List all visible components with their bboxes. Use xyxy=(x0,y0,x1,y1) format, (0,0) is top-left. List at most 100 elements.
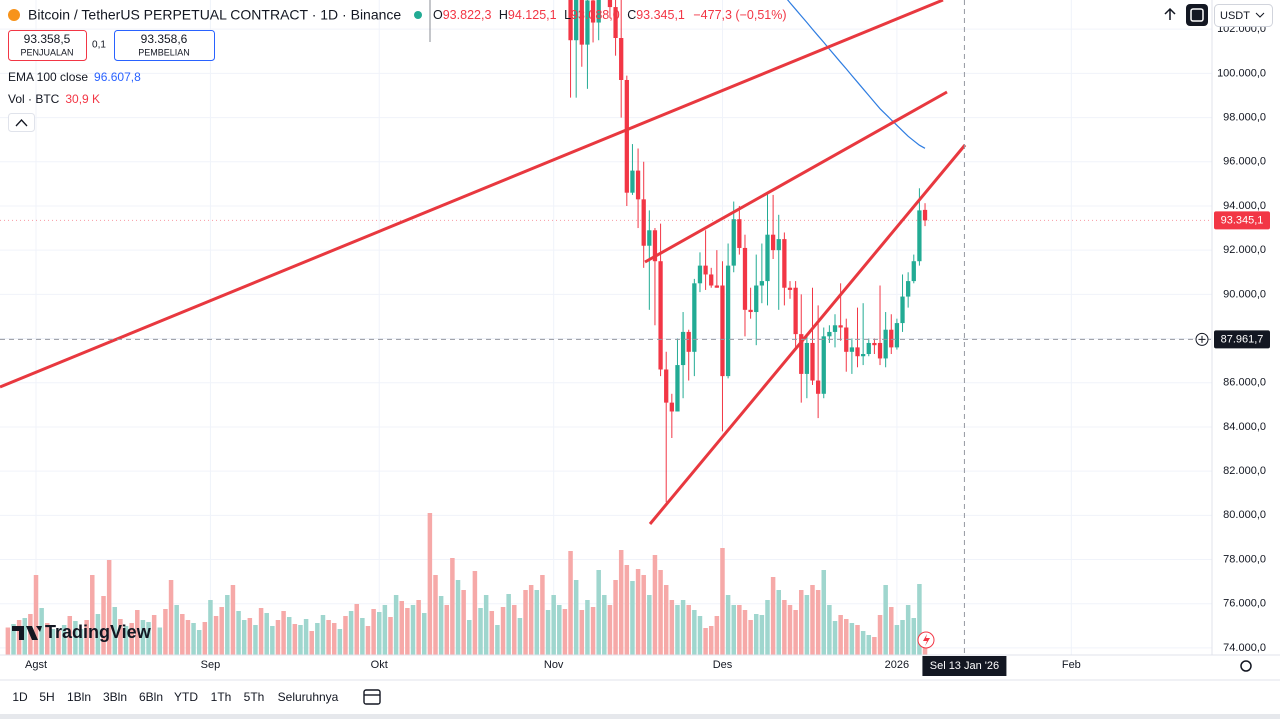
candle-body xyxy=(737,219,742,248)
volume-bar xyxy=(748,620,753,655)
candle-body xyxy=(900,296,905,324)
candle-body xyxy=(596,0,601,23)
fullscreen-button[interactable] xyxy=(1186,4,1208,26)
volume-bar xyxy=(849,623,855,655)
volume-bar xyxy=(129,623,134,655)
trend-line[interactable] xyxy=(644,90,948,264)
volume-bar xyxy=(883,585,888,655)
scroll-button[interactable] xyxy=(1164,7,1176,20)
trend-line[interactable] xyxy=(0,0,944,389)
candle-body xyxy=(669,402,674,412)
candle-body xyxy=(652,230,658,262)
volume-bar xyxy=(483,595,489,655)
volume-bar xyxy=(804,595,810,655)
indicator-legend[interactable]: EMA 100 close 96.607,8 xyxy=(8,70,141,84)
collapse-button[interactable] xyxy=(8,113,35,132)
volume-bar xyxy=(365,626,371,655)
timeframe-button[interactable]: YTD xyxy=(174,690,198,704)
candle-body xyxy=(877,342,883,359)
candle-body xyxy=(883,329,888,359)
volume-bar xyxy=(523,590,528,655)
volume-bar xyxy=(669,600,675,655)
candle-body xyxy=(889,329,894,348)
date-range-button[interactable] xyxy=(363,689,381,705)
y-tick-label: 82.000,0 xyxy=(1223,465,1266,477)
timeframe-button[interactable]: 3Bln xyxy=(103,690,127,704)
indicator-legend[interactable]: Vol · BTC 30,9 K xyxy=(8,92,100,106)
volume-bar xyxy=(911,618,917,655)
volume-bar xyxy=(613,580,618,655)
candle-body xyxy=(725,265,731,377)
volume-bar xyxy=(832,621,838,655)
volume-bar xyxy=(708,626,714,655)
timeframe-button[interactable]: 5Th xyxy=(244,690,265,704)
volume-bar xyxy=(686,605,691,655)
volume-bar xyxy=(905,605,911,655)
volume-bar xyxy=(112,607,118,655)
toolbar: 1D 5H 1Bln 3Bln 6Bln YTD 1Th 5Th Seluruhnya xyxy=(12,690,338,704)
candle-body xyxy=(911,261,916,282)
candle-body xyxy=(574,0,579,41)
candle-body xyxy=(579,0,584,45)
volume-bar xyxy=(703,628,708,655)
trend-line[interactable] xyxy=(648,144,967,525)
volume-bar xyxy=(174,605,179,655)
volume-bar xyxy=(450,558,455,655)
volume-bar xyxy=(607,605,613,655)
volume-bar xyxy=(753,614,759,655)
volume-bar xyxy=(731,605,736,655)
buy-button[interactable]: 93.358,6 PEMBELIAN xyxy=(114,30,215,61)
candle-body xyxy=(731,219,736,266)
timeframe-button[interactable]: Seluruhnya xyxy=(278,690,339,704)
volume-bar xyxy=(95,614,101,655)
candle-body xyxy=(782,239,787,288)
candle-body xyxy=(759,281,764,286)
volume-bar xyxy=(478,608,483,655)
volume-bar xyxy=(202,622,208,655)
volume-bar xyxy=(585,600,590,655)
settings-button[interactable] xyxy=(1240,660,1252,672)
volume-bar xyxy=(303,619,309,655)
volume-bar xyxy=(219,607,224,655)
sell-price: 93.358,5 xyxy=(24,32,71,46)
ema-line xyxy=(786,0,926,149)
volume-bar xyxy=(185,620,191,655)
volume-bar xyxy=(78,629,84,655)
sell-button[interactable]: 93.358,5 PENJUALAN xyxy=(8,30,87,61)
currency-button[interactable] xyxy=(1214,4,1273,27)
volume-bar xyxy=(405,608,410,655)
volume-bar xyxy=(61,625,67,655)
candle-body xyxy=(613,7,618,39)
volume-bar xyxy=(512,605,517,655)
candle-body xyxy=(776,239,781,251)
volume-bar xyxy=(647,595,652,655)
volume-bar xyxy=(45,623,50,655)
grid xyxy=(0,0,1212,655)
volume-bar xyxy=(275,620,281,655)
volume-pane xyxy=(5,513,928,655)
volume-bar xyxy=(455,580,461,655)
sell-label: PENJUALAN xyxy=(20,47,73,57)
candle-body xyxy=(630,170,635,193)
volume-bar xyxy=(241,620,247,655)
volume-bar xyxy=(292,624,298,655)
sell-box[interactable] xyxy=(8,30,87,61)
volume-bar xyxy=(866,635,872,655)
candle-body xyxy=(607,0,613,8)
buy-box[interactable] xyxy=(114,30,215,61)
volume-bar xyxy=(433,575,438,655)
timeframe-button[interactable]: 6Bln xyxy=(139,690,163,704)
volume-bar xyxy=(697,616,703,655)
y-tick-label: 90.000,0 xyxy=(1223,288,1266,300)
volume-bar xyxy=(230,585,236,655)
volume-bar xyxy=(118,619,123,655)
candle-body xyxy=(686,331,691,352)
timeframe-button[interactable]: 1D xyxy=(12,690,28,704)
volume-bar xyxy=(889,607,894,655)
indicator-name: Vol · BTC xyxy=(8,92,60,106)
timeframe-button[interactable]: 1Bln xyxy=(67,690,91,704)
timeframe-button[interactable]: 1Th xyxy=(211,690,232,704)
timeframe-button[interactable]: 5H xyxy=(39,690,54,704)
candle-body xyxy=(770,234,776,251)
